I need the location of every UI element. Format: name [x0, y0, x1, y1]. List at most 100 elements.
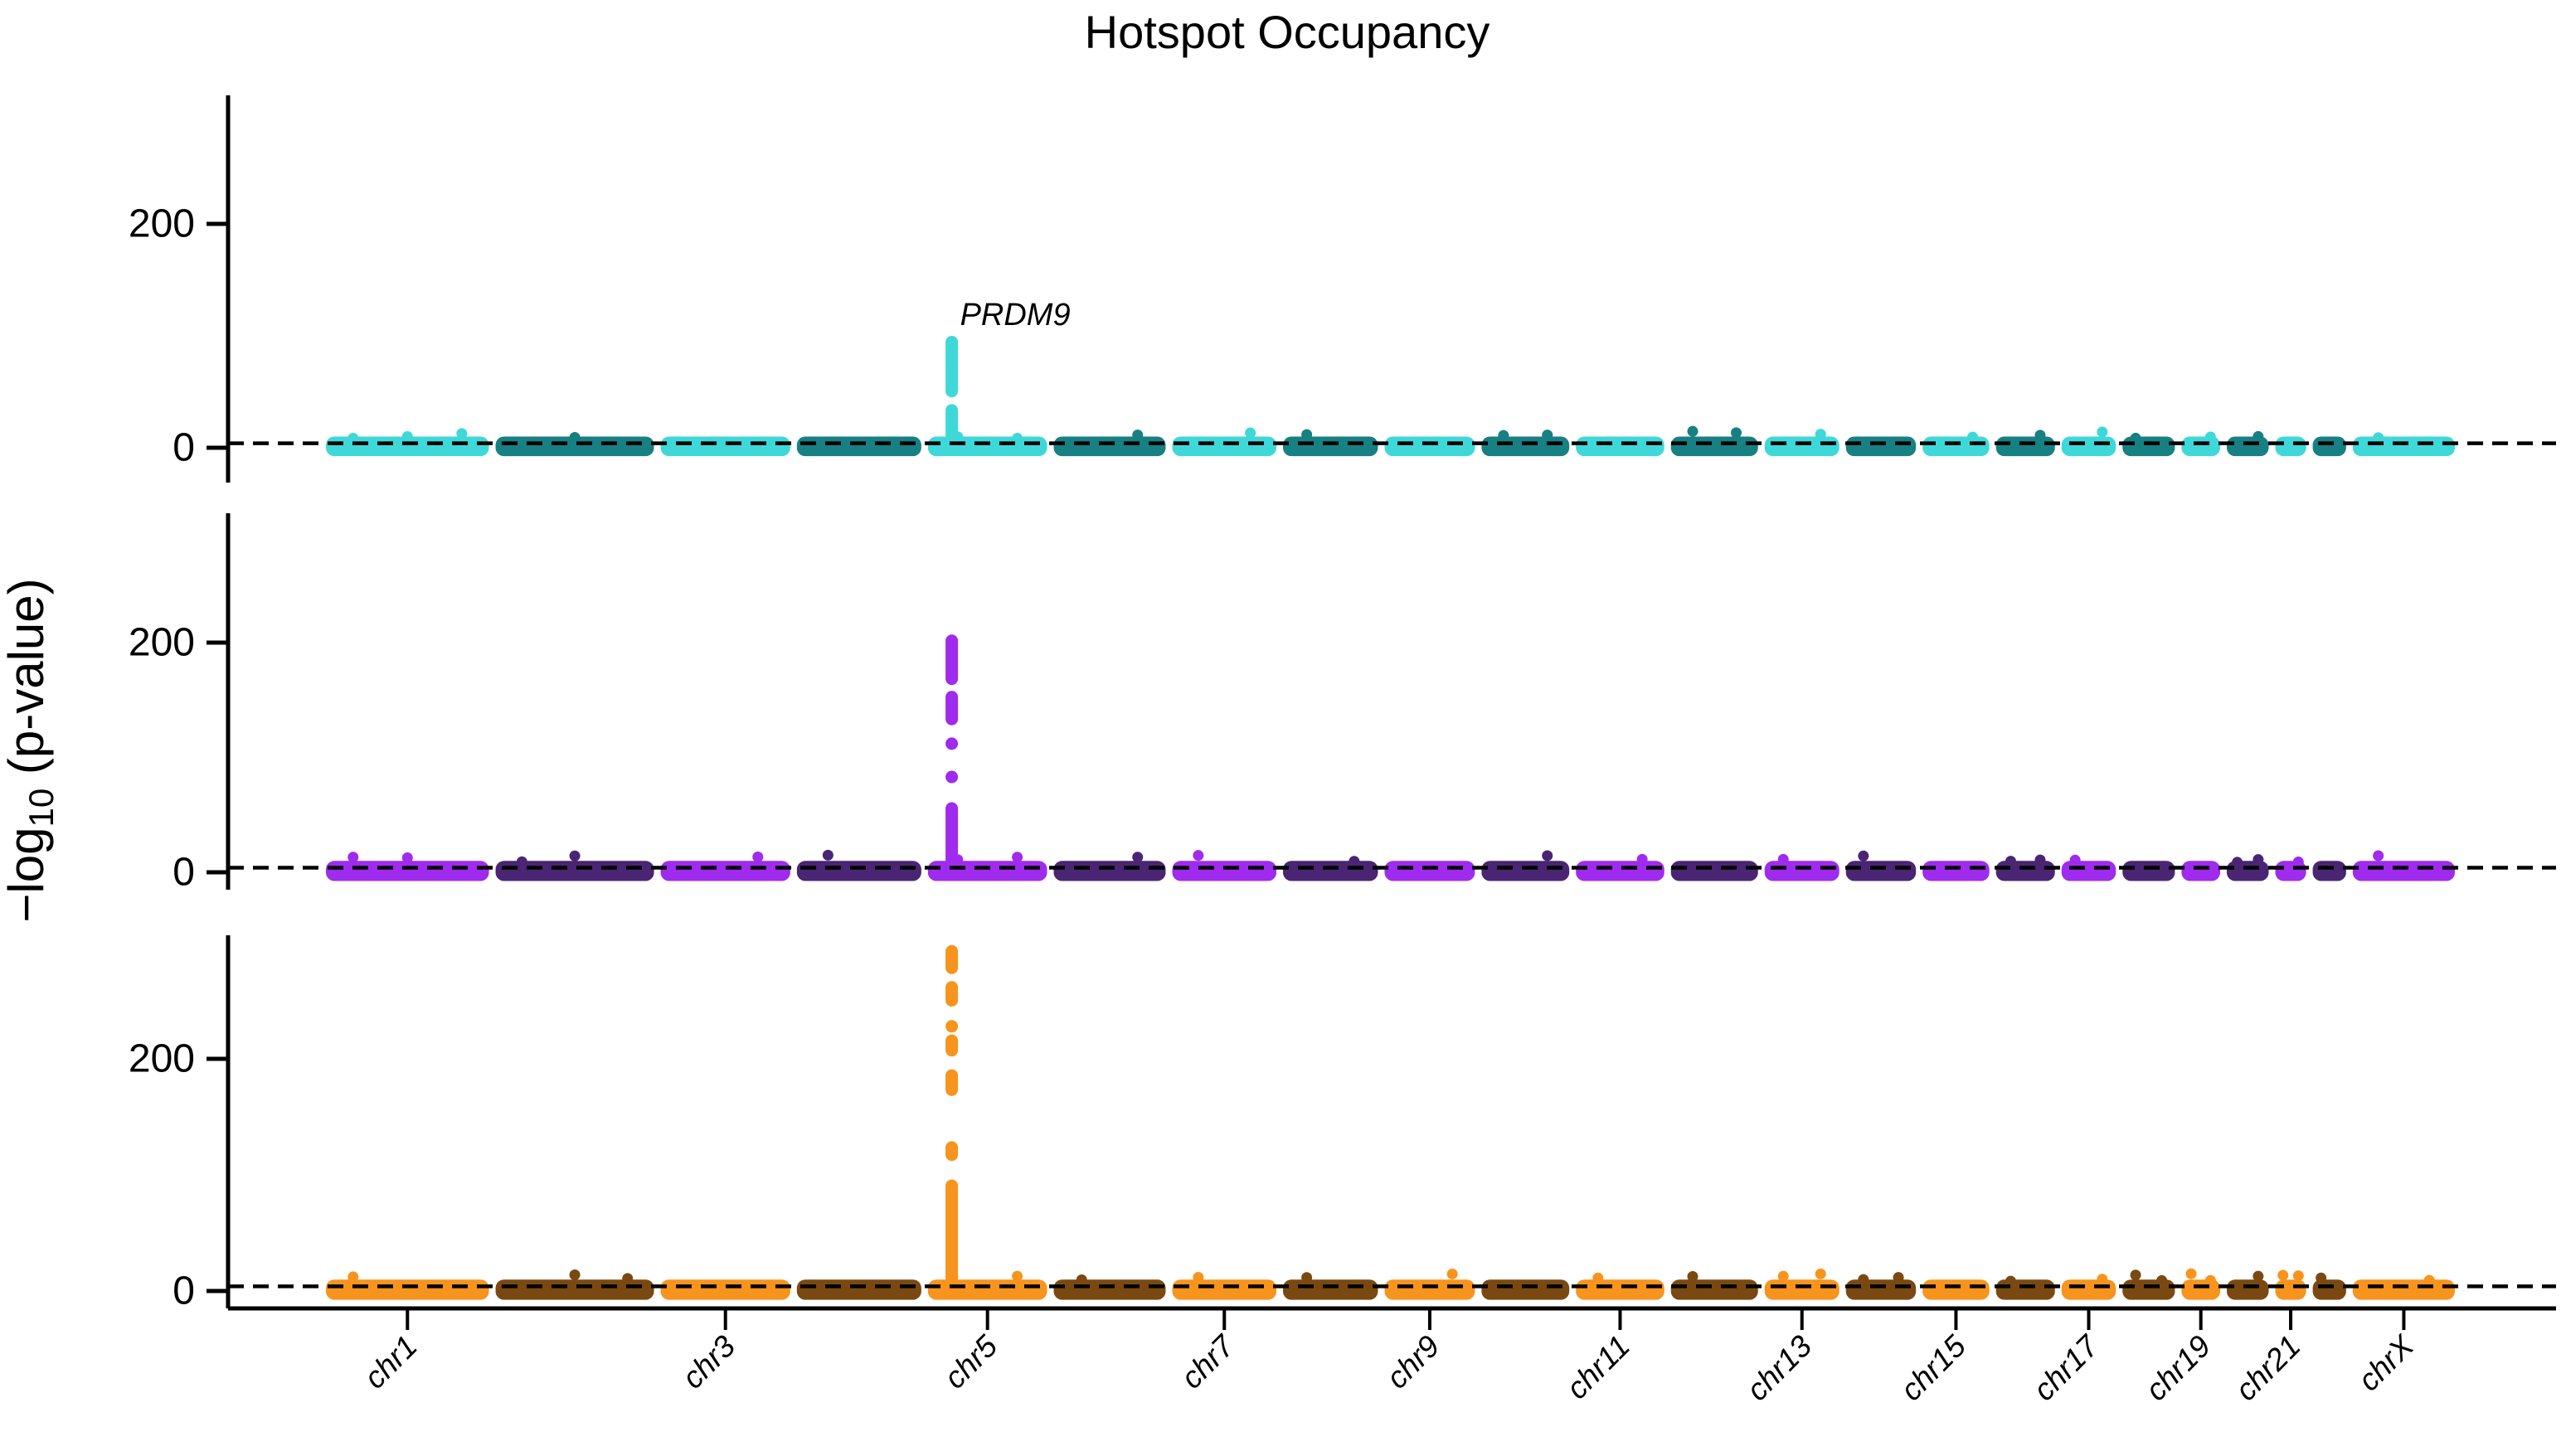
chromosome-strip-chr13: [1764, 436, 1839, 457]
chromosome-strip-chr14: [1845, 436, 1917, 457]
chromosome-strip-chr8: [1283, 861, 1378, 881]
data-point: [347, 432, 359, 444]
data-point: [752, 852, 764, 863]
chromosome-strip-chr1: [326, 861, 489, 881]
data-point: [2232, 857, 2243, 868]
chart-title: Hotspot Occupancy: [1085, 6, 1490, 58]
chromosome-strip-chr21: [2275, 436, 2306, 457]
data-point: [2005, 1275, 2016, 1287]
chromosome-strip-chr6: [1053, 861, 1166, 881]
data-point: [347, 852, 359, 863]
chromosome-strip-chr19: [2181, 861, 2220, 881]
x-tick-label-chr19: chr19: [2139, 1329, 2217, 1407]
x-tick-label-chr11: chr11: [1560, 1329, 1636, 1405]
data-point: [1498, 430, 1509, 441]
chromosome-strip-chrX: [2352, 861, 2455, 881]
peak-dot: [945, 770, 959, 784]
data-point: [1687, 1271, 1699, 1283]
data-point: [569, 850, 581, 861]
y-tick-label: 200: [129, 1037, 195, 1081]
x-tick-label-chr17: chr17: [2027, 1328, 2106, 1407]
data-point: [2005, 856, 2016, 867]
chromosome-strip-chr13: [1764, 861, 1839, 881]
chromosome-strip-chr8: [1283, 1279, 1378, 1300]
data-point: [1193, 1272, 1204, 1284]
x-tick-label-chr21: chr21: [2228, 1329, 2306, 1407]
chromosome-strip-chr3: [660, 861, 790, 881]
data-point: [2097, 426, 2108, 438]
data-point: [1592, 1272, 1604, 1284]
data-point: [569, 432, 581, 444]
chromosome-strip-chr22: [2312, 1279, 2346, 1300]
data-point: [1132, 852, 1144, 863]
chromosome-strip-chr6: [1053, 1279, 1166, 1300]
chromosome-strip-chr20: [2226, 1279, 2269, 1300]
chromosome-strip-chr16: [1995, 1279, 2055, 1300]
chromosome-strip-chr9: [1384, 1279, 1475, 1300]
chromosome-strip-chr17: [2061, 436, 2116, 457]
data-point: [1301, 429, 1313, 440]
panel-3: 0 200: [129, 935, 2556, 1313]
chromosome-strip-chr7: [1172, 861, 1277, 881]
data-point: [401, 852, 413, 864]
chromosome-strip-chr4: [796, 861, 921, 881]
x-tick-label-chr7: chr7: [1174, 1328, 1242, 1395]
chromosome-strip-chr9: [1384, 861, 1475, 881]
y-axis-label: −log10 (p-value): [0, 578, 61, 922]
x-tick-label-chr3: chr3: [675, 1328, 741, 1395]
x-tick-label-chr5: chr5: [937, 1328, 1004, 1395]
x-tick-label-chr1: chr1: [357, 1329, 424, 1395]
data-point: [2097, 1274, 2108, 1285]
data-point: [622, 1273, 634, 1284]
chromosome-strip-chr3: [660, 1279, 790, 1300]
chromosome-strip-chr12: [1670, 861, 1758, 881]
data-point: [2253, 1270, 2264, 1282]
data-point: [401, 430, 413, 442]
data-point: [2156, 1274, 2168, 1286]
data-point: [1542, 850, 1553, 861]
chromosome-strip-chr7: [1172, 1279, 1277, 1300]
data-point: [2292, 856, 2304, 867]
data-point: [1687, 425, 1699, 437]
data-point: [2373, 432, 2384, 444]
gene-annotation-prdm9: PRDM9: [960, 298, 1071, 332]
data-point: [516, 856, 527, 867]
chromosome-strip-chr3: [660, 436, 790, 457]
data-point: [822, 849, 833, 861]
data-point: [1815, 1268, 1826, 1279]
data-point: [2253, 430, 2264, 442]
chromosome-strip-chrX: [2352, 1279, 2455, 1300]
data-point: [2373, 850, 2384, 861]
peak-segment: [945, 944, 959, 974]
chromosome-strip-chr14: [1845, 861, 1917, 881]
data-point: [1076, 1274, 1087, 1285]
y-tick-label: 0: [173, 1269, 195, 1313]
chromosome-strip-chr17: [2061, 1279, 2116, 1300]
peak-segment: [945, 1179, 959, 1291]
panel-1: PRDM9 0 200: [129, 95, 2556, 483]
data-point: [2130, 1269, 2141, 1281]
data-point: [1245, 427, 1256, 439]
x-tick-label-chrX: chrX: [2351, 1328, 2421, 1398]
peak-segment: [945, 404, 959, 448]
chromosome-strip-chr15: [1922, 1279, 1990, 1300]
data-point: [2277, 1269, 2289, 1281]
data-point: [2316, 1272, 2327, 1284]
peak-segment: [945, 691, 959, 726]
data-point: [2034, 854, 2046, 866]
data-point: [1012, 433, 1023, 444]
data-point: [1730, 427, 1742, 439]
data-point: [1301, 1272, 1313, 1284]
data-point: [1012, 852, 1023, 863]
data-point: [1636, 853, 1648, 865]
data-point: [2204, 431, 2216, 443]
peak-segment: [945, 1141, 959, 1162]
y-tick-label: 0: [173, 851, 195, 895]
peak-dot: [945, 1020, 959, 1033]
data-point: [1967, 431, 1979, 443]
chromosome-strip-chrX: [2352, 436, 2455, 457]
data-point: [1446, 1268, 1458, 1279]
chromosome-strip-chr18: [2122, 436, 2175, 457]
